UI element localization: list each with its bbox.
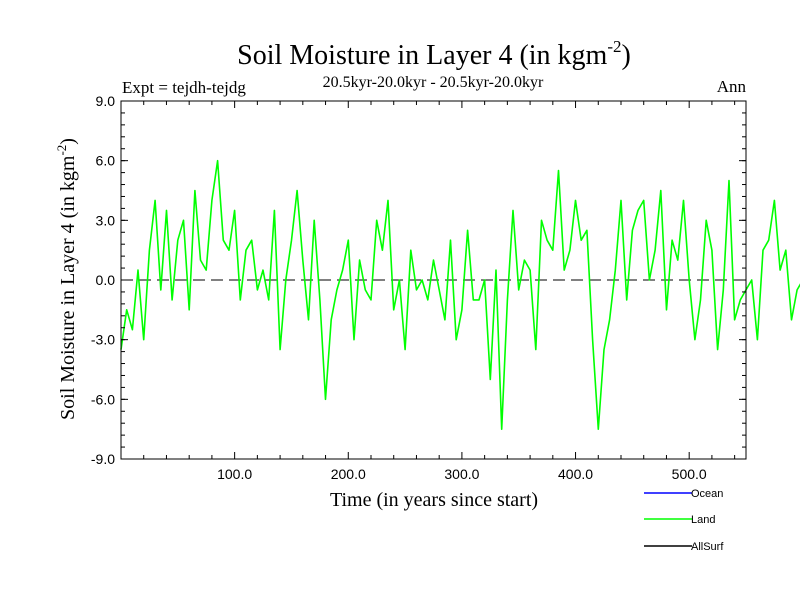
plot-area [120,159,800,431]
x-tick-label: 300.0 [444,466,479,482]
y-axis-label-superscript: -2 [54,145,69,156]
y-axis-label-close: ) [57,138,79,145]
y-tick-label: -9.0 [91,451,115,467]
legend: Ocean Land AllSurf [644,488,724,553]
y-tick-label: -6.0 [91,391,115,407]
x-tick-label: 400.0 [558,466,593,482]
legend-label-allsurf: AllSurf [691,541,724,553]
chart-title: Soil Moisture in Layer 4 (in kgm-2) [237,37,631,71]
x-tick-label: 500.0 [672,466,707,482]
series-line-land [120,159,800,431]
chart-title-close: ) [622,40,631,71]
chart-title-superscript: -2 [607,37,621,56]
axes: 9.0 6.0 3.0 0.0 -3.0 -6.0 -9.0 100.0 200.0 300.0 4… [91,93,747,482]
y-tick-label: 3.0 [96,212,116,228]
legend-label-land: Land [691,514,715,526]
season-label: Ann [717,77,747,96]
y-tick-label: 6.0 [96,153,116,169]
y-axis-label: Soil Moisture in Layer 4 (in kgm-2) [54,138,79,420]
y-tick-label: -3.0 [91,332,115,348]
y-tick-label: 0.0 [96,272,116,288]
expt-label: Expt = tejdh-tejdg [122,78,246,97]
y-tick-label: 9.0 [96,93,116,109]
x-tick-label: 100.0 [217,466,252,482]
x-tick-label: 200.0 [331,466,366,482]
legend-label-ocean: Ocean [691,488,723,500]
subtitle: 20.5kyr-20.0kyr - 20.5kyr-20.0kyr [323,74,544,91]
x-axis-label: Time (in years since start) [330,489,538,511]
